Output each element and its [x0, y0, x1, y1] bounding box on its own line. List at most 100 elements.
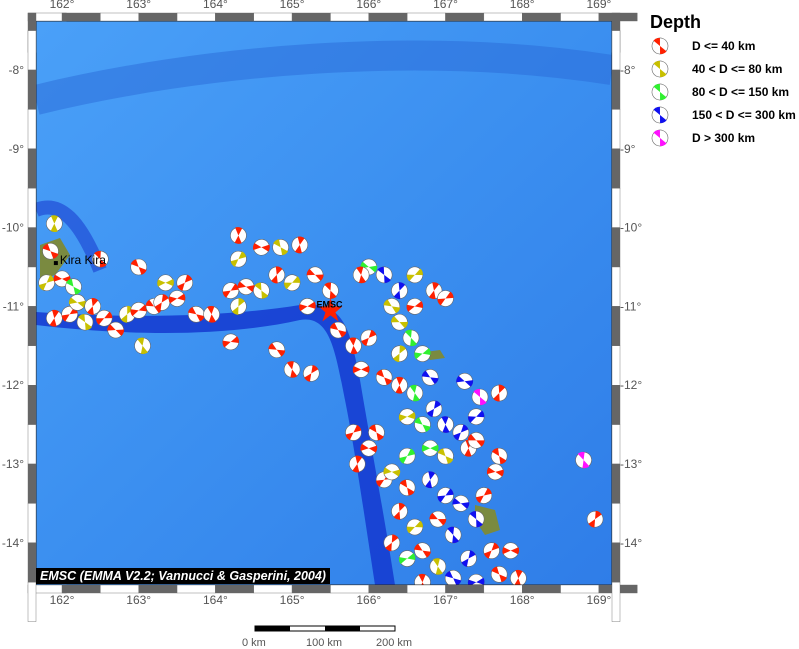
focal-mechanism	[456, 372, 474, 390]
focal-mechanism	[46, 309, 63, 327]
focal-mechanism	[398, 447, 416, 465]
focal-mechanism	[230, 250, 247, 268]
focal-mechanism	[414, 345, 431, 362]
legend-item: 150 < D <= 300 km	[650, 105, 796, 125]
epicenter-label: EMSC	[316, 299, 343, 309]
focal-mechanism	[230, 297, 247, 315]
longitude-tick-label: 163°	[126, 0, 151, 11]
beachball-icon	[651, 106, 669, 124]
longitude-tick-label: 165°	[280, 0, 305, 11]
longitude-tick-label: 162°	[50, 593, 75, 607]
focal-mechanism	[425, 400, 443, 418]
longitude-tick-label: 164°	[203, 0, 228, 11]
focal-mechanism	[437, 447, 454, 465]
focal-mechanism	[65, 278, 82, 296]
focal-mechanism	[92, 250, 109, 268]
legend-title: Depth	[650, 12, 701, 32]
map-area: EMSC Kira Kira	[36, 21, 612, 585]
focal-mechanism	[352, 361, 370, 378]
legend-symbol	[651, 83, 669, 101]
focal-mechanism	[272, 239, 289, 256]
focal-mechanism	[383, 534, 401, 552]
focal-mechanism	[283, 274, 301, 292]
focal-mechanism	[421, 439, 439, 457]
longitude-tick-label: 163°	[126, 593, 151, 607]
focal-mechanism	[187, 305, 205, 323]
focal-mechanism	[348, 455, 366, 473]
focal-mechanism	[398, 550, 416, 567]
scale-label-0: 0 km	[242, 637, 266, 649]
focal-mechanism	[421, 369, 439, 386]
focal-mechanism	[391, 282, 408, 300]
place-label: Kira Kira	[60, 253, 106, 267]
focal-mechanism	[586, 510, 604, 528]
focal-mechanism	[253, 282, 270, 299]
longitude-tick-label: 167°	[433, 0, 458, 11]
legend-item: 40 < D <= 80 km	[650, 59, 782, 79]
focal-mechanism	[237, 278, 255, 296]
focal-mechanism	[437, 487, 454, 504]
legend-item: D > 300 km	[650, 128, 755, 148]
latitude-tick-label: -13°	[620, 457, 642, 471]
latitude-tick-label: -11°	[3, 299, 24, 313]
focal-mechanism	[253, 239, 270, 256]
focal-mechanism	[134, 337, 151, 355]
focal-mechanism	[452, 495, 470, 512]
focal-mechanism	[222, 282, 240, 299]
focal-mechanism	[84, 298, 101, 315]
focal-mechanism	[471, 388, 489, 406]
longitude-tick-label: 165°	[280, 593, 305, 607]
focal-mechanism	[306, 266, 324, 284]
longitude-tick-label: 168°	[510, 0, 535, 11]
focal-mechanism	[490, 384, 508, 402]
focal-mechanism	[230, 227, 247, 244]
focal-mechanism	[46, 215, 63, 232]
focal-mechanism	[383, 463, 401, 481]
focal-mechanism	[283, 361, 301, 378]
latitude-tick-label: -10°	[2, 221, 24, 235]
focal-mechanism	[107, 321, 125, 339]
legend-item: 80 < D <= 150 km	[650, 82, 789, 102]
epicenter-star-icon	[318, 298, 343, 322]
latitude-tick-label: -10°	[620, 221, 642, 235]
beachball-icon	[651, 129, 669, 147]
focal-mechanism	[42, 242, 59, 260]
focal-mechanism	[268, 341, 286, 359]
legend-label: D <= 40 km	[692, 39, 756, 53]
focal-mechanism	[406, 518, 424, 536]
longitude-tick-label: 167°	[433, 593, 458, 607]
scale-bar	[254, 625, 396, 632]
focal-mechanism	[402, 329, 420, 347]
longitude-tick-label: 168°	[510, 593, 535, 607]
focal-mechanism	[475, 487, 493, 504]
focal-mechanism	[391, 502, 408, 520]
focal-mechanism	[510, 569, 527, 585]
legend-symbol	[651, 37, 669, 55]
longitude-tick-label: 169°	[586, 0, 611, 11]
latitude-tick-label: -14°	[620, 536, 642, 550]
latitude-tick-label: -9°	[9, 142, 25, 156]
focal-mechanism	[429, 510, 447, 528]
focal-mechanism	[391, 313, 408, 331]
legend-symbol	[651, 106, 669, 124]
beachball-icon	[651, 83, 669, 101]
focal-mechanism	[425, 282, 443, 300]
focal-mechanism	[222, 333, 240, 351]
focal-mechanism	[203, 305, 220, 323]
focal-mechanism	[437, 290, 454, 307]
focal-mechanism	[429, 558, 447, 575]
latitude-tick-label: -9°	[620, 142, 636, 156]
focal-mechanism	[490, 447, 508, 465]
focal-mechanism	[95, 309, 113, 327]
focal-mechanism	[467, 408, 485, 426]
focal-mechanism	[299, 298, 316, 315]
focal-mechanism	[302, 365, 320, 382]
focal-mechanism	[437, 416, 454, 433]
focal-mechanism	[360, 439, 378, 457]
focal-mechanism	[291, 236, 309, 254]
focal-mechanism	[467, 432, 485, 449]
latitude-tick-label: -8°	[9, 63, 25, 77]
longitude-tick-label: 164°	[203, 593, 228, 607]
latitude-tick-label: -8°	[620, 63, 636, 77]
